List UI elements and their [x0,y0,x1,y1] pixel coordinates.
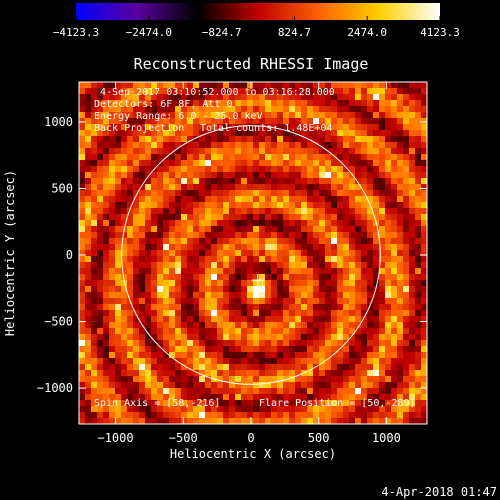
x-tick-label: −1000 [97,431,133,445]
chart-title: Reconstructed RHESSI Image [134,55,369,73]
footer-timestamp: 4-Apr-2018 01:47 [381,485,497,499]
x-tick-label: −500 [169,431,198,445]
heatmap-image [79,82,427,424]
x-tick-label: 500 [308,431,330,445]
colorbar-tick-label: −4123.3 [53,26,99,39]
colorbar-tick-label: 4123.3 [420,26,460,39]
x-axis-label: Heliocentric X (arcsec) [170,447,336,461]
annotation-flare-position: Flare Position = [50,-289] [259,398,416,409]
annotation-method: Back Projection [94,123,185,134]
colorbar-tick-label: −2474.0 [126,26,172,39]
colorbar-tick-label: 2474.0 [347,26,387,39]
y-tick-label: −500 [44,315,73,329]
y-tick-label: 0 [66,248,73,262]
annotation-spin-axis: Spin Axis = [58,-216] [94,398,221,409]
plot-frame [78,81,428,425]
x-tick-label: 0 [247,431,254,445]
colorbar-tick-label: −824.7 [202,26,242,39]
flare-position-marker [251,274,264,287]
annotation-counts: Total counts: 1.48E+04 [200,123,333,134]
y-tick-label: 1000 [44,115,73,129]
y-tick-label: −1000 [37,381,73,395]
annotation-time: 4-Sep-2017 03:10:52.000 to 03:16:28.000 [100,87,335,98]
y-tick-label: 500 [51,181,73,195]
annotation-energy: Energy Range: 6.0 - 25.0 keV [94,111,263,122]
colorbar [76,3,440,20]
solar-disk-outline [121,125,381,385]
annotation-detectors: Detectors: 6F 8F, Att 0 [94,99,233,110]
colorbar-tick-label: 824.7 [278,26,311,39]
y-axis-label: Heliocentric Y (arcsec) [3,170,17,336]
x-tick-label: 1000 [372,431,401,445]
